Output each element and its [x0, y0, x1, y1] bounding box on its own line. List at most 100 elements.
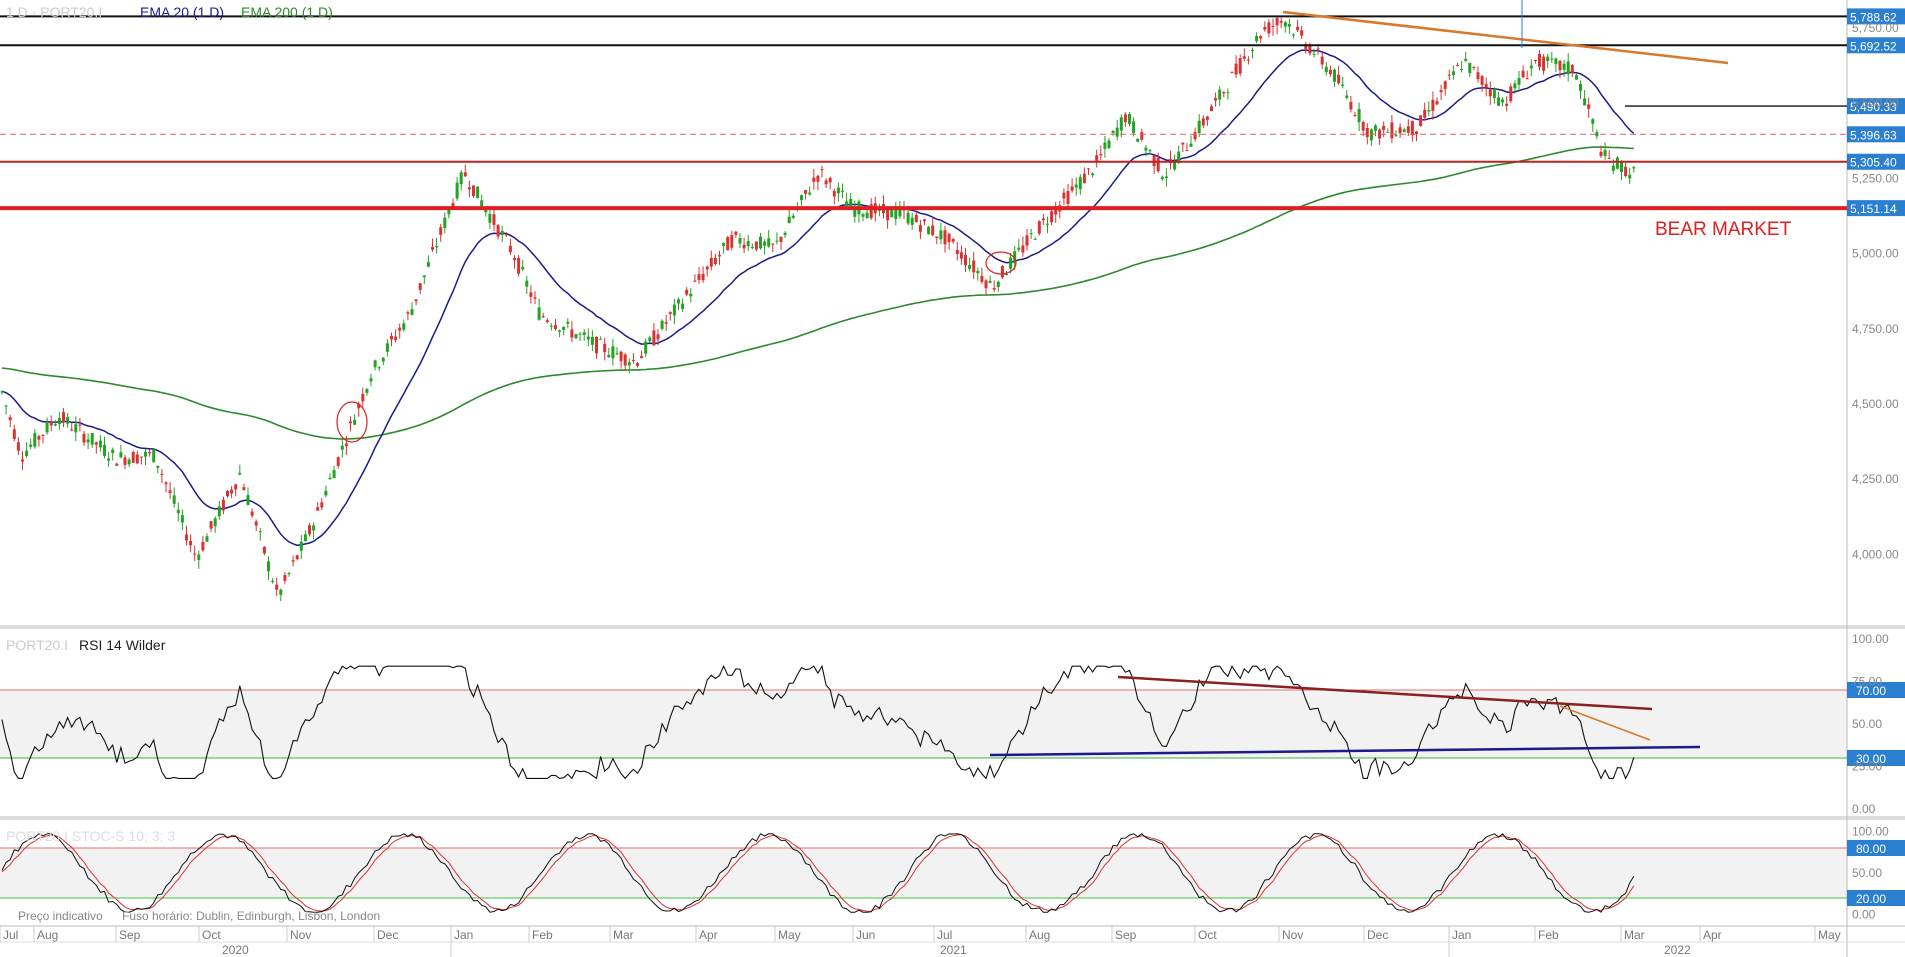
candle-body	[189, 541, 193, 546]
candle-body	[791, 215, 795, 218]
rsi-trendline-top	[1117, 675, 1653, 711]
candle-body	[746, 241, 750, 247]
stoch-panel-title: PORT20.I STOC-S 10; 3; 3	[6, 828, 175, 844]
candle-body	[451, 203, 455, 208]
candle-body	[660, 320, 664, 329]
candle-body	[1304, 44, 1308, 49]
candle-body	[508, 245, 512, 253]
candle-body	[246, 495, 250, 506]
candle-body	[1357, 109, 1361, 123]
price-level-tag	[1847, 8, 1905, 25]
month-label: Nov	[290, 928, 311, 942]
candle-body	[193, 553, 197, 555]
candle-body	[718, 255, 721, 257]
month-label: Aug	[37, 928, 58, 942]
candle-body	[627, 362, 631, 366]
candle-body	[144, 451, 147, 457]
candle-body	[931, 225, 935, 236]
candle-body	[1037, 221, 1041, 234]
month-label: Sep	[119, 928, 141, 942]
month-label: May	[1818, 928, 1841, 942]
candle-body	[209, 521, 213, 529]
candle-body	[1382, 125, 1386, 130]
candle-body	[779, 237, 783, 242]
candle-body	[943, 230, 947, 245]
ema200-legend: EMA 200 (1 D)	[241, 4, 333, 20]
candle-body	[517, 258, 521, 274]
candle-body	[631, 359, 635, 361]
price-level-label: 5,788.62	[1850, 10, 1897, 24]
candle-body	[1115, 127, 1119, 137]
candle-body	[1607, 157, 1611, 159]
candle-body	[1251, 49, 1254, 51]
candle-body	[623, 354, 627, 366]
month-label: Jan	[1452, 928, 1471, 942]
candle-body	[57, 418, 61, 425]
candle-body	[308, 525, 311, 535]
candle-body	[988, 280, 992, 283]
candle-body	[242, 487, 246, 491]
candle-body	[619, 351, 623, 362]
candle-body	[992, 288, 996, 290]
candle-body	[33, 433, 37, 447]
ema200-line	[1, 146, 1634, 440]
candle-body	[1029, 233, 1033, 235]
candle-body	[127, 459, 131, 465]
candle-body	[197, 554, 201, 560]
candle-body	[1562, 63, 1566, 70]
candle-body	[1484, 84, 1488, 88]
candle-body	[1177, 151, 1181, 164]
stoch-level-label: 20.00	[1856, 892, 1886, 906]
candle-body	[1013, 251, 1017, 264]
candle-body	[230, 489, 234, 494]
candle-body	[599, 338, 603, 340]
candle-body	[361, 393, 365, 402]
candle-body	[275, 584, 279, 590]
month-label: Dec	[377, 928, 398, 942]
candle-body	[90, 433, 94, 445]
candle-body	[734, 231, 738, 235]
candle-body	[935, 236, 939, 239]
candle-body	[1374, 125, 1377, 131]
candle-body	[1538, 53, 1541, 67]
candle-body	[299, 541, 303, 551]
candle-body	[574, 334, 578, 339]
candle-body	[1386, 131, 1390, 133]
month-label: Aug	[1029, 928, 1050, 942]
candle-body	[1041, 218, 1045, 221]
candle-body	[353, 419, 357, 425]
candle-body	[841, 190, 844, 192]
candle-body	[1173, 161, 1177, 170]
candle-body	[1460, 68, 1464, 70]
rsi-panel-title: RSI 14 Wilder	[79, 637, 166, 653]
candle-body	[1283, 22, 1287, 27]
candle-body	[1123, 114, 1127, 122]
candle-body	[94, 442, 98, 445]
candle-body	[1488, 89, 1492, 97]
candle-body	[1566, 61, 1570, 75]
candle-body	[16, 442, 20, 451]
candle-body	[1103, 142, 1107, 149]
candle-body	[1505, 103, 1509, 106]
candle-body	[385, 343, 389, 352]
candle-body	[709, 257, 713, 267]
candle-body	[1185, 150, 1189, 152]
rsi-trendline-bottom	[989, 745, 1701, 757]
month-label: Oct	[202, 928, 221, 942]
candle-body	[467, 187, 471, 190]
candle-body	[566, 321, 570, 324]
candle-body	[1431, 99, 1435, 111]
candle-body	[1390, 122, 1394, 139]
candle-body	[652, 330, 656, 346]
candle-body	[1033, 238, 1037, 240]
candle-body	[537, 307, 541, 320]
candle-body	[1611, 165, 1615, 171]
candle-body	[1333, 69, 1336, 82]
candle-body	[1517, 78, 1521, 85]
candle-body	[918, 225, 922, 232]
candle-body	[455, 182, 459, 199]
candle-body	[849, 198, 853, 207]
year-label: 2022	[1664, 943, 1691, 957]
candle-body	[1628, 174, 1632, 179]
